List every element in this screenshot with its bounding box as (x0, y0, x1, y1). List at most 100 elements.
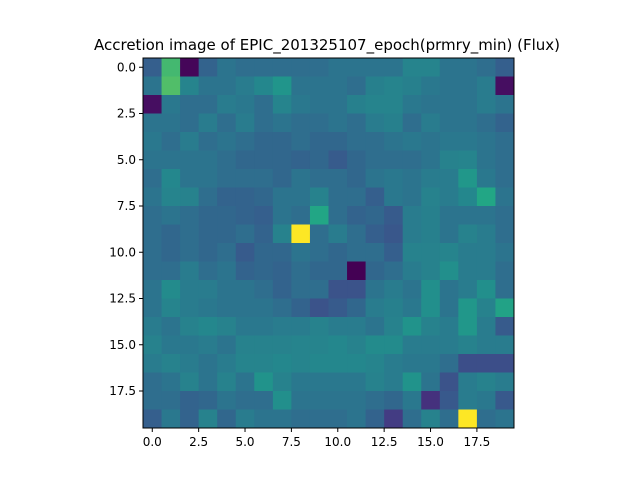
heatmap-cell (254, 280, 274, 299)
heatmap-cell (328, 317, 348, 336)
heatmap-cell (458, 335, 478, 355)
heatmap-cell (365, 76, 385, 96)
heatmap-cell (476, 132, 496, 151)
heatmap-cell (347, 58, 367, 77)
heatmap-cell (235, 95, 255, 114)
heatmap-cell (143, 224, 163, 244)
heatmap-cell (365, 132, 385, 151)
heatmap-cell (217, 187, 237, 207)
heatmap-cell (291, 372, 311, 392)
heatmap-cell (291, 261, 311, 281)
heatmap-cell (495, 317, 515, 336)
heatmap-cell (143, 280, 163, 299)
heatmap-cell (384, 298, 404, 318)
heatmap-cell (328, 409, 348, 429)
heatmap-cell (309, 317, 329, 336)
heatmap-cell (198, 76, 218, 96)
heatmap-cell (217, 317, 237, 336)
heatmap-cell (458, 372, 478, 392)
heatmap-cell (254, 58, 274, 77)
heatmap-cell (495, 132, 515, 151)
heatmap-cell (272, 243, 292, 262)
heatmap-cell (198, 187, 218, 207)
heatmap-cell (402, 298, 422, 318)
heatmap-cell (272, 150, 292, 170)
heatmap-cell (476, 169, 496, 188)
heatmap-cell (235, 58, 255, 77)
heatmap-cell (291, 224, 311, 244)
heatmap-cell (476, 113, 496, 133)
heatmap-cell (458, 224, 478, 244)
heatmap-cell (143, 243, 163, 262)
x-tick-label: 12.5 (371, 435, 398, 449)
heatmap-cell (347, 261, 367, 281)
heatmap-cell (328, 206, 348, 225)
heatmap-cell (235, 150, 255, 170)
heatmap-cell (309, 169, 329, 188)
heatmap-cell (143, 95, 163, 114)
heatmap-cell (384, 113, 404, 133)
heatmap-cell (161, 354, 181, 373)
heatmap-cell (217, 354, 237, 373)
heatmap-cell (161, 206, 181, 225)
heatmap-cell (439, 391, 459, 410)
heatmap-cell (421, 391, 441, 410)
heatmap-cell (476, 298, 496, 318)
heatmap-cell (458, 280, 478, 299)
heatmap-cell (272, 169, 292, 188)
heatmap-cell (198, 372, 218, 392)
heatmap-cell (254, 391, 274, 410)
heatmap-cell (254, 409, 274, 429)
heatmap-cell (421, 150, 441, 170)
x-axis: 0.0 2.5 5.0 7.5 10.0 12.5 15.0 17.5 (143, 428, 490, 449)
heatmap-cell (495, 261, 515, 281)
heatmap-cell (235, 76, 255, 96)
heatmap-cell (458, 298, 478, 318)
heatmap-cell (476, 243, 496, 262)
heatmap-cell (476, 335, 496, 355)
heatmap-cell (291, 354, 311, 373)
axes-frame (142, 57, 515, 429)
heatmap-cell (384, 169, 404, 188)
heatmap-cell (180, 298, 200, 318)
heatmap-cell (402, 261, 422, 281)
heatmap-cell (272, 335, 292, 355)
heatmap-cell (291, 169, 311, 188)
heatmap-cell (254, 335, 274, 355)
heatmap-cell (198, 206, 218, 225)
heatmap-cell (421, 113, 441, 133)
heatmap-cell (254, 206, 274, 225)
heatmap-cell (161, 169, 181, 188)
heatmap-cell (495, 280, 515, 299)
heatmap-cell (365, 409, 385, 429)
heatmap-cell (328, 335, 348, 355)
heatmap-cell (235, 372, 255, 392)
heatmap-cell (161, 372, 181, 392)
heatmap-cell (328, 150, 348, 170)
heatmap-cell (347, 335, 367, 355)
heatmap-cell (291, 95, 311, 114)
heatmap-cell (402, 132, 422, 151)
heatmap-cell (272, 224, 292, 244)
heatmap-cell (402, 169, 422, 188)
heatmap-cell (272, 317, 292, 336)
heatmap-cell (161, 58, 181, 77)
heatmap-cell (495, 335, 515, 355)
heatmap-cell (235, 391, 255, 410)
heatmap-cell (458, 132, 478, 151)
y-tick-label: 2.5 (117, 107, 136, 121)
heatmap-cell (439, 354, 459, 373)
heatmap-cell (384, 132, 404, 151)
heatmap-cell (143, 409, 163, 429)
heatmap-cell (272, 298, 292, 318)
heatmap-cell (291, 335, 311, 355)
heatmap-cell (328, 113, 348, 133)
heatmap-cell (402, 113, 422, 133)
heatmap-cell (347, 280, 367, 299)
heatmap-cell (180, 243, 200, 262)
heatmap-cell (421, 409, 441, 429)
heatmap-cell (495, 354, 515, 373)
heatmap-cell (328, 95, 348, 114)
heatmap-cell (476, 372, 496, 392)
heatmap-cell (235, 169, 255, 188)
